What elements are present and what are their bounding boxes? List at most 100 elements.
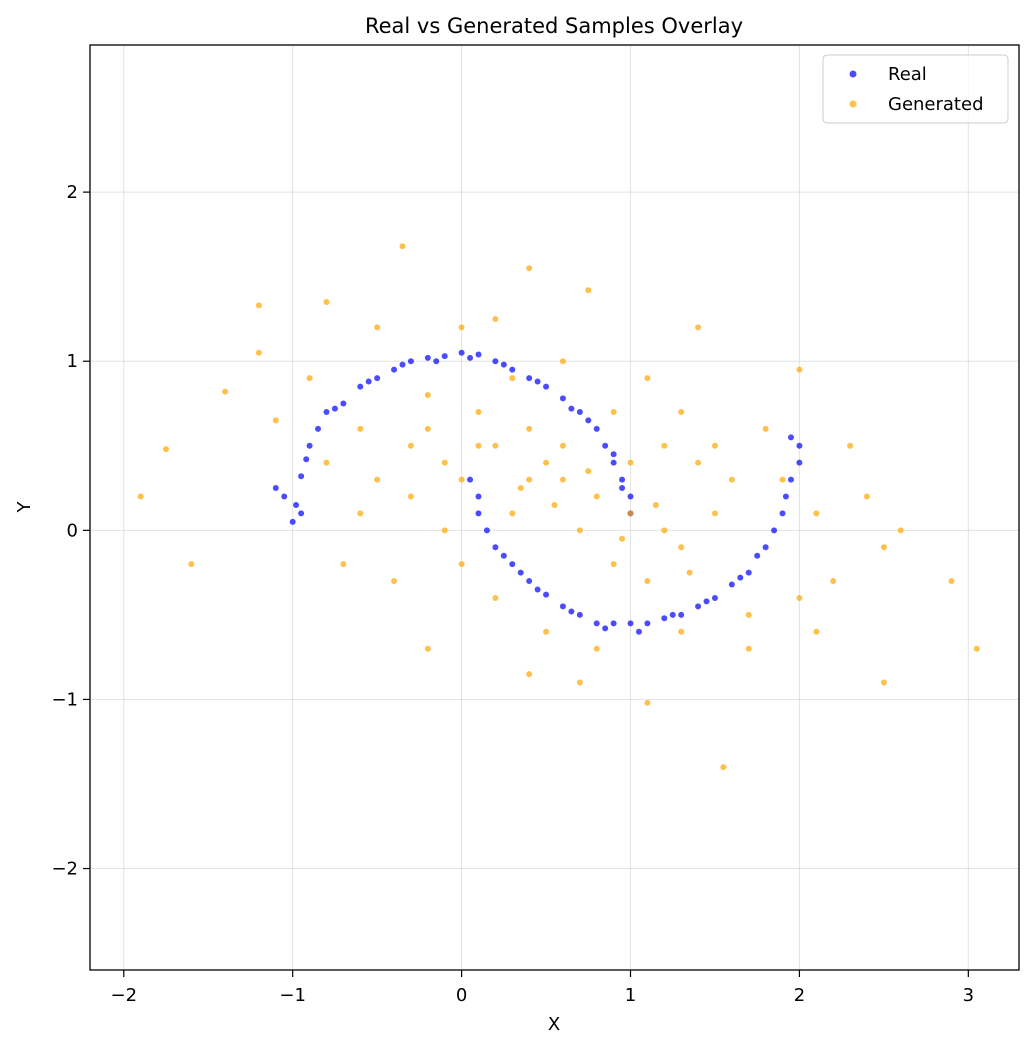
data-point-generated [509,510,516,517]
data-point-real [441,353,448,360]
data-point-real [593,425,600,432]
data-point-generated [188,561,195,568]
data-point-real [737,574,744,581]
data-point-real [728,581,735,588]
data-point-real [272,485,279,492]
x-tick-label: 2 [794,985,805,1006]
data-point-real [534,586,541,593]
data-point-generated [880,679,887,686]
data-point-real [762,544,769,551]
data-point-generated [492,442,499,449]
data-point-generated [830,578,837,585]
data-point-generated [526,425,533,432]
data-point-generated [424,392,431,399]
data-point-generated [407,442,414,449]
data-point-generated [897,527,904,534]
data-point-real [796,459,803,466]
data-point-real [635,628,642,635]
data-point-generated [585,287,592,294]
data-point-generated [619,535,626,542]
data-point-generated [576,679,583,686]
data-point-generated [779,476,786,483]
data-point-generated [686,569,693,576]
data-point-generated [424,645,431,652]
x-tick-label: −2 [111,985,138,1006]
data-point-generated [678,408,685,415]
data-point-generated [255,349,262,356]
data-point-generated [610,561,617,568]
data-point-real [779,510,786,517]
data-point-generated [559,476,566,483]
data-point-real [619,476,626,483]
x-tick-label: 1 [625,985,636,1006]
data-point-real [475,351,482,358]
data-point-generated [163,446,170,453]
data-point-generated [458,561,465,568]
data-point-generated [492,315,499,322]
chart-title: Real vs Generated Samples Overlay [365,14,743,38]
data-point-generated [458,476,465,483]
legend-marker-generated [849,100,857,108]
data-point-generated [526,265,533,272]
data-point-real [602,442,609,449]
data-point-generated [813,510,820,517]
data-point-real [787,434,794,441]
data-point-real [281,493,288,500]
y-tick-label: 1 [67,351,78,372]
data-point-generated [222,388,229,395]
legend-label-generated: Generated [888,94,984,115]
data-point-generated [441,527,448,534]
data-point-real [433,358,440,365]
data-point-generated [695,324,702,331]
data-point-generated [475,442,482,449]
data-point-real [298,473,305,480]
data-point-real [669,611,676,618]
data-point-generated [526,476,533,483]
data-point-generated [711,442,718,449]
data-point-real [467,476,474,483]
data-point-real [771,527,778,534]
data-point-generated [559,442,566,449]
data-point-generated [137,493,144,500]
data-point-real [568,608,575,615]
data-points [137,243,980,771]
data-point-real [391,366,398,373]
data-point-real [593,620,600,627]
data-point-generated [661,442,668,449]
data-point-generated [720,764,727,771]
data-point-generated [559,358,566,365]
data-point-generated [610,408,617,415]
grid-lines [90,45,1019,970]
data-point-generated [762,425,769,432]
data-point-real [340,400,347,407]
data-point-real [331,405,338,412]
data-point-generated [695,459,702,466]
data-point-generated [847,442,854,449]
data-point-real [559,603,566,610]
data-point-generated [652,501,659,508]
legend: Real Generated [822,54,1009,124]
legend-box [822,54,1009,124]
data-point-generated [973,645,980,652]
data-point-generated [728,476,735,483]
data-point-generated [357,510,364,517]
series-real [272,349,803,635]
data-point-generated [711,510,718,517]
data-point-real [627,493,634,500]
data-point-real [543,591,550,598]
data-point-real [576,611,583,618]
data-point-generated [323,459,330,466]
data-point-real [323,408,330,415]
y-tick-label: −2 [51,859,78,880]
data-point-real [526,375,533,382]
data-point-generated [543,459,550,466]
data-point-real [787,476,794,483]
data-point-real [475,510,482,517]
data-point-generated [306,375,313,382]
plot-frame [89,44,1020,971]
data-point-real [407,358,414,365]
y-tick-label: −1 [51,689,78,710]
data-point-generated [863,493,870,500]
data-point-generated [340,561,347,568]
data-point-real [568,405,575,412]
